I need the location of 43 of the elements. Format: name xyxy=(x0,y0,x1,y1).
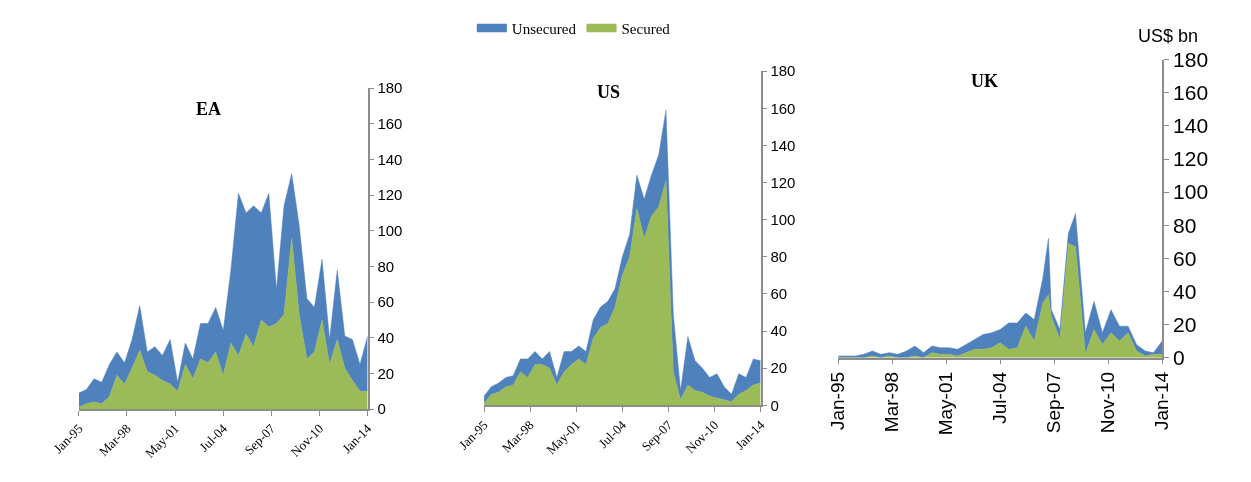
y-tick-label: 140 xyxy=(1173,114,1209,138)
y-tick-label: 100 xyxy=(770,210,796,228)
text: UK xyxy=(971,71,998,91)
y-tick-label: 40 xyxy=(1173,279,1197,303)
legend-label: Unsecured xyxy=(511,21,577,38)
x-tick-label: May-01 xyxy=(935,371,957,436)
y-tick-label: 20 xyxy=(770,359,788,377)
y-tick-label: 120 xyxy=(1173,147,1209,171)
y-tick-label: 20 xyxy=(1173,312,1197,336)
y-tick-label: 120 xyxy=(770,173,796,191)
y-tick-label: 40 xyxy=(377,328,395,346)
y-tick-label: 160 xyxy=(377,115,403,133)
x-tick-label: Jan-95 xyxy=(827,371,849,431)
x-tick-label: Jul-04 xyxy=(989,371,1011,424)
y-tick-label: 60 xyxy=(770,285,788,303)
x-tick-label: Sep-07 xyxy=(1043,371,1065,434)
y-tick-label: 80 xyxy=(377,257,395,275)
legend-label: Secured xyxy=(621,21,671,38)
y-tick-label: 160 xyxy=(1173,81,1209,105)
text: US xyxy=(597,82,621,102)
y-tick-label: 160 xyxy=(770,99,796,117)
y-tick-label: 80 xyxy=(1173,213,1197,237)
y-tick-label: 180 xyxy=(377,79,403,97)
y-tick-label: 140 xyxy=(770,136,796,154)
y-tick-label: 120 xyxy=(377,186,403,204)
y-tick-label: 80 xyxy=(770,248,788,266)
y-tick-label: 140 xyxy=(377,150,403,168)
y-tick-label: 0 xyxy=(1173,345,1185,369)
y-tick-label: 60 xyxy=(377,293,395,311)
y-tick-label: 0 xyxy=(377,400,386,418)
y-tick-label: 100 xyxy=(1173,180,1209,204)
y-tick-label: 180 xyxy=(1173,48,1209,72)
y-tick-label: 0 xyxy=(770,396,779,414)
y-tick-label: 100 xyxy=(377,222,403,240)
y-tick-label: 40 xyxy=(770,322,788,340)
y-axis-title: US$ bn xyxy=(1138,26,1199,46)
text: EA xyxy=(196,99,222,119)
y-tick-label: 20 xyxy=(377,364,395,382)
x-tick-label: Nov-10 xyxy=(1097,371,1119,434)
y-tick-label: 60 xyxy=(1173,246,1197,270)
y-tick-label: 180 xyxy=(770,62,796,80)
x-tick-label: Jan-14 xyxy=(1151,371,1173,431)
x-tick-label: Mar-98 xyxy=(881,371,903,433)
